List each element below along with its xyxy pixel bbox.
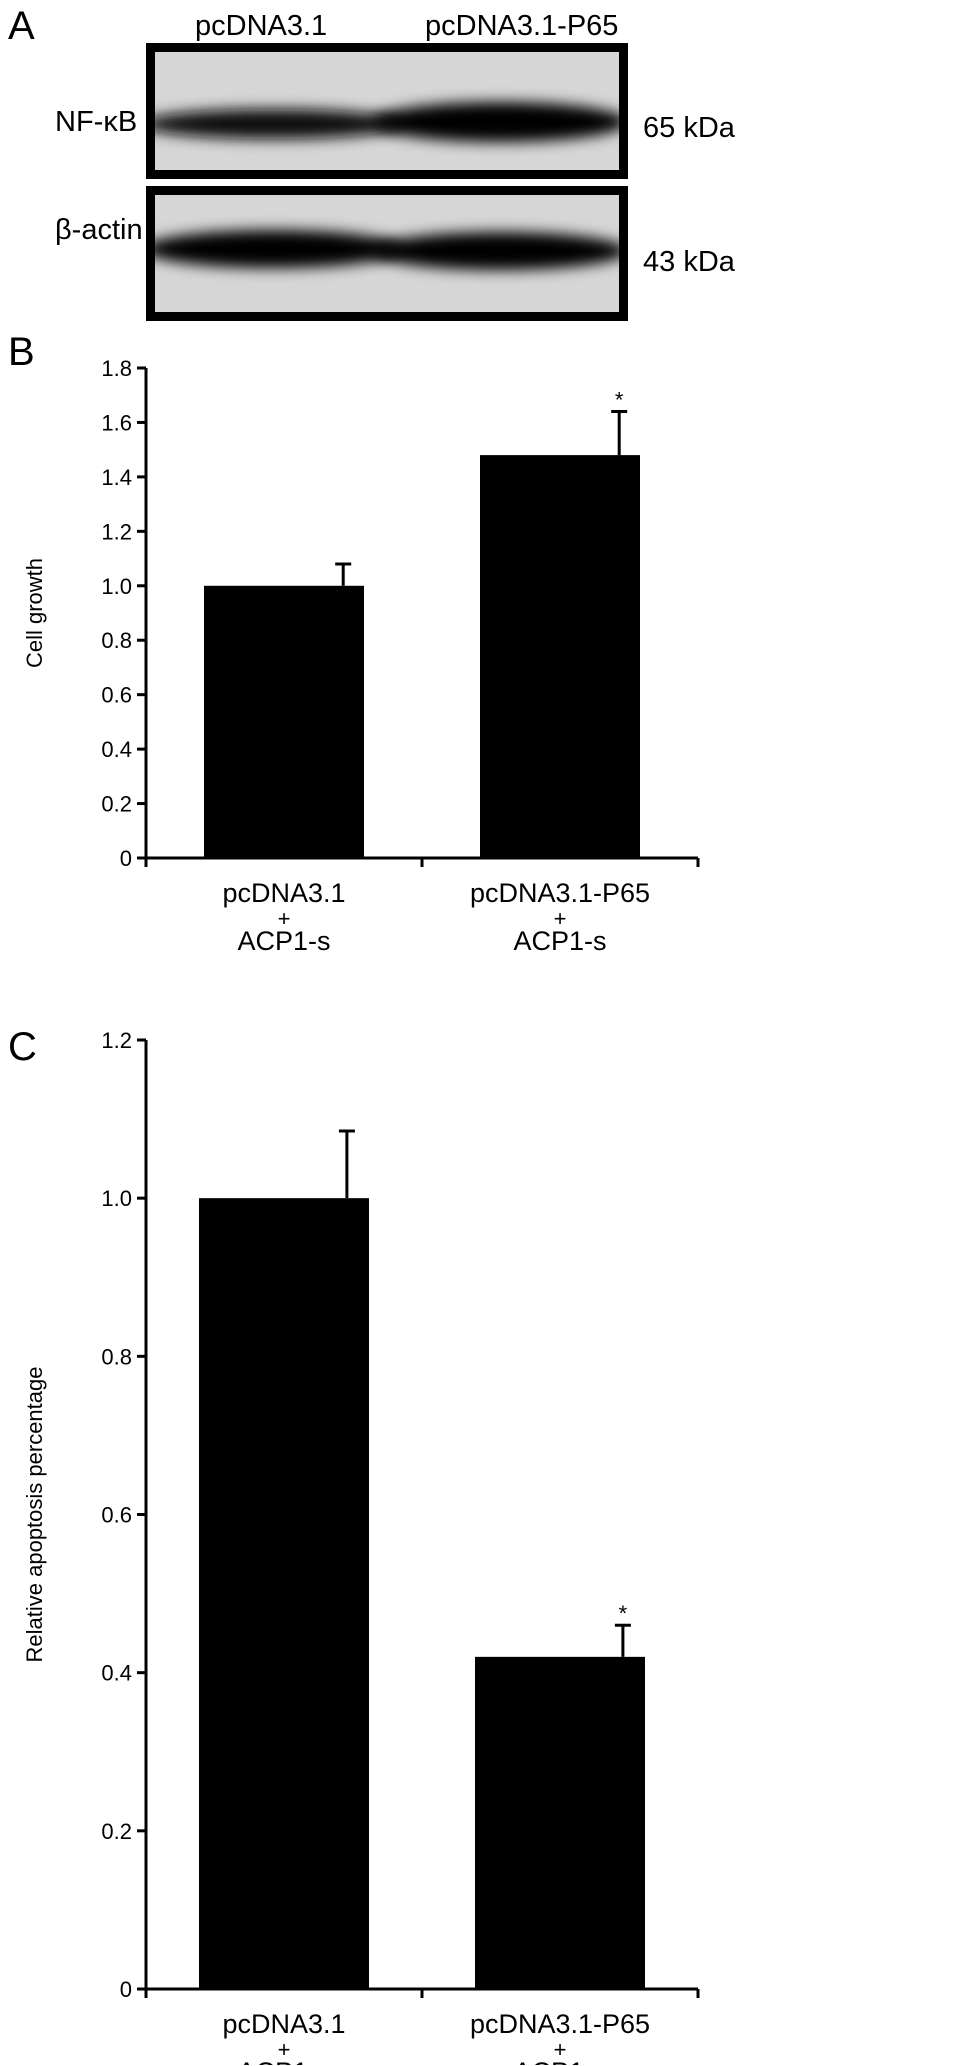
panel-letter-c: C [8, 1025, 37, 1069]
apoptosis-bar-2 [475, 1656, 645, 1989]
blot-row-size-nfkb: 65 kDa [643, 112, 735, 144]
apoptosis-category-label-1: ACP1-s [237, 2057, 330, 2065]
growth-y-tick-label: 1.0 [101, 574, 132, 599]
blot-band-actin-lane-1 [155, 230, 403, 268]
growth-y-tick-label: 1.2 [101, 519, 132, 544]
blot-row-label-actin: β-actin [55, 214, 143, 246]
apoptosis-y-tick-label: 1.0 [101, 1186, 132, 1211]
growth-significance-marker-2: * [615, 388, 624, 413]
blot-lane-label-1: pcDNA3.1 [195, 10, 328, 42]
panel-letter-b: B [8, 330, 35, 374]
growth-y-axis-label: Cell growth [22, 558, 47, 668]
growth-category-label-1: ACP1-s [237, 926, 330, 956]
chart-cell-growth: 0 0.2 0.4 0.6 0.8 1.0 1.2 1.4 1.6 1.8 Cell growth p… [22, 356, 700, 956]
growth-y-tick-label: 0 [120, 846, 132, 871]
apoptosis-bar-1 [199, 1198, 369, 1989]
growth-category-label-1: + [278, 906, 291, 931]
growth-category-label-2: pcDNA3.1-P65 [470, 878, 650, 908]
growth-category-label-2: + [554, 906, 567, 931]
panel-letter-a: A [8, 4, 35, 48]
growth-category-label-1: pcDNA3.1 [222, 878, 345, 908]
apoptosis-category-label-2: pcDNA3.1-P65 [470, 2009, 650, 2039]
blot-band-nfkb-lane-2 [372, 102, 619, 142]
blot-row-size-actin: 43 kDa [643, 246, 735, 278]
chart-apoptosis: 0 0.2 0.4 0.6 0.8 1.0 1.2 Relative apoptosis pe… [22, 1028, 700, 2065]
apoptosis-y-tick-label: 0.4 [101, 1661, 132, 1686]
growth-y-tick-label: 0.2 [101, 792, 132, 817]
apoptosis-category-label-2: + [554, 2037, 567, 2062]
apoptosis-significance-marker-2: * [619, 1601, 628, 1626]
apoptosis-y-tick-label: 0.2 [101, 1819, 132, 1844]
apoptosis-category-label-2: ACP1-s [513, 2057, 606, 2065]
blot-row-label-nfkb: NF-κB [55, 106, 138, 138]
blot-panel-nfkb [146, 43, 628, 179]
growth-y-tick-label: 0.8 [101, 628, 132, 653]
apoptosis-category-label-1: pcDNA3.1 [222, 2009, 345, 2039]
blot-band-actin-lane-2 [372, 232, 619, 270]
growth-y-tick-label: 0.4 [101, 737, 132, 762]
blot-panel-actin [146, 186, 628, 321]
apoptosis-category-label-1: + [278, 2037, 291, 2062]
growth-bar-2 [480, 455, 640, 858]
apoptosis-y-tick-label: 0.8 [101, 1344, 132, 1369]
apoptosis-y-tick-label: 0 [120, 1977, 132, 2002]
blot-band-nfkb-lane-1 [155, 109, 405, 139]
apoptosis-y-tick-label: 1.2 [101, 1028, 132, 1053]
blot-lane-label-2: pcDNA3.1-P65 [425, 10, 619, 42]
growth-category-label-2: ACP1-s [513, 926, 606, 956]
growth-bar-1 [204, 585, 364, 858]
blot-bands-nfkb [155, 52, 619, 170]
blot-bands-actin [155, 195, 619, 312]
growth-y-tick-label: 1.6 [101, 410, 132, 435]
apoptosis-y-axis-label: Relative apoptosis percentage [22, 1367, 47, 1663]
apoptosis-y-tick-label: 0.6 [101, 1503, 132, 1528]
growth-y-tick-label: 0.6 [101, 683, 132, 708]
growth-y-tick-label: 1.4 [101, 465, 132, 490]
growth-y-tick-label: 1.8 [101, 356, 132, 381]
